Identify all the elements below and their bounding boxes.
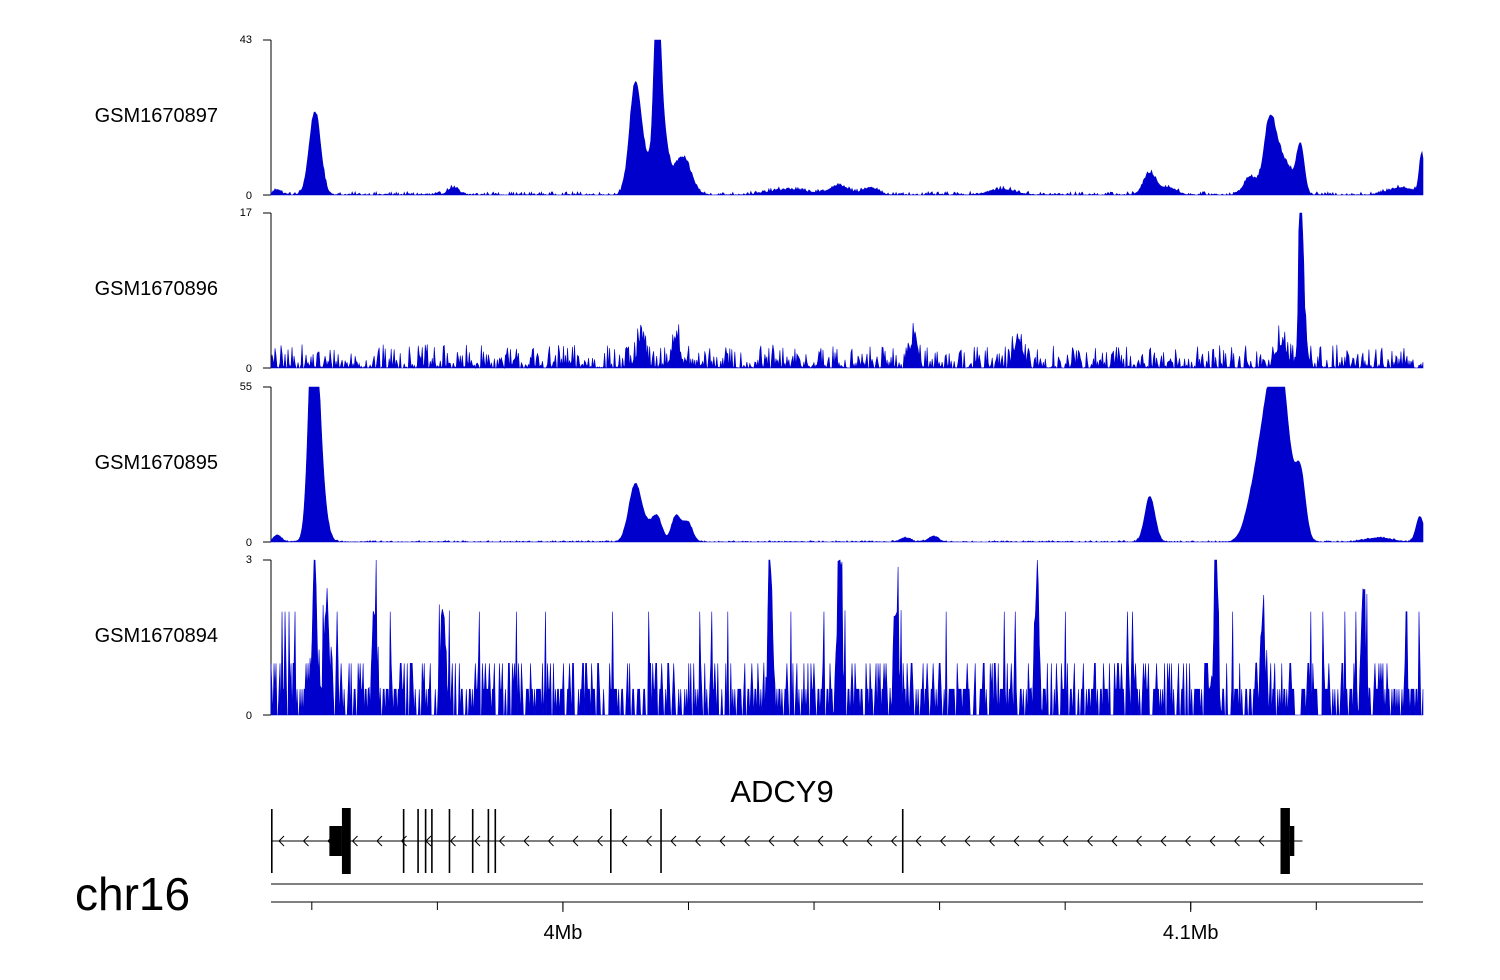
exon <box>329 826 342 856</box>
track-label: GSM1670897 <box>95 105 218 127</box>
track-label: GSM1670896 <box>95 278 218 300</box>
signal-area <box>270 559 1424 716</box>
y-tick-label-min: 0 <box>246 537 252 549</box>
strand-arrow <box>278 835 285 847</box>
exon <box>402 809 405 873</box>
signal-tracks: GSM1670897430GSM1670896170GSM1670895550G… <box>95 34 1424 722</box>
strand-arrow <box>841 835 848 847</box>
strand-arrow <box>694 835 701 847</box>
exon <box>448 809 451 873</box>
chromosome-label: chr16 <box>75 868 190 920</box>
track-GSM1670897: GSM1670897 43 0 <box>95 34 1424 202</box>
signal-area <box>270 39 1424 196</box>
strand-arrow <box>1209 835 1216 847</box>
y-tick-label-max: 43 <box>240 34 252 46</box>
strand-arrow <box>572 835 579 847</box>
strand-arrow <box>376 835 383 847</box>
strand-arrow <box>351 835 358 847</box>
x-tick-label: 4Mb <box>543 922 582 944</box>
strand-arrow <box>302 835 309 847</box>
strand-arrow <box>817 835 824 847</box>
exon <box>424 809 427 873</box>
strand-arrow <box>964 835 971 847</box>
strand-arrow <box>1086 835 1093 847</box>
track-GSM1670896: GSM1670896 17 0 <box>95 207 1424 375</box>
exon <box>487 809 490 873</box>
strand-arrow <box>939 835 946 847</box>
strand-arrow <box>596 835 603 847</box>
y-tick-label-min: 0 <box>246 190 252 202</box>
track-label: GSM1670895 <box>95 452 218 474</box>
strand-arrow <box>866 835 873 847</box>
strand-arrow <box>449 835 456 847</box>
strand-arrow <box>400 835 407 847</box>
track-GSM1670894: GSM1670894 3 0 <box>95 554 1424 722</box>
strand-arrow <box>498 835 505 847</box>
strand-arrow <box>988 835 995 847</box>
y-tick-label-max: 55 <box>240 381 252 393</box>
strand-arrow <box>1037 835 1044 847</box>
strand-arrow <box>1233 835 1240 847</box>
genomic-axis: chr16 4Mb 4.1Mb <box>75 868 1423 944</box>
strand-arrow <box>890 835 897 847</box>
strand-arrow <box>1184 835 1191 847</box>
exon <box>431 809 433 873</box>
strand-arrow <box>547 835 554 847</box>
exon <box>341 808 351 874</box>
exon <box>1289 826 1295 856</box>
exon <box>494 809 497 873</box>
strand-arrow <box>1160 835 1167 847</box>
y-tick-label-max: 3 <box>246 554 252 566</box>
exon <box>610 809 612 873</box>
strand-arrow <box>1135 835 1142 847</box>
exon <box>660 809 662 873</box>
strand-arrow <box>621 835 628 847</box>
signal-area <box>270 212 1424 370</box>
strand-arrow <box>1111 835 1118 847</box>
strand-arrow <box>474 835 481 847</box>
track-GSM1670895: GSM1670895 55 0 <box>95 381 1424 549</box>
strand-arrow <box>1062 835 1069 847</box>
strand-arrow <box>915 835 922 847</box>
strand-arrow <box>1013 835 1020 847</box>
gene-name-label: ADCY9 <box>730 774 833 809</box>
strand-arrow <box>645 835 652 847</box>
exon <box>417 809 419 873</box>
exon <box>471 809 474 873</box>
strand-arrow <box>523 835 530 847</box>
strand-arrow <box>670 835 677 847</box>
strand-arrow <box>792 835 799 847</box>
strand-arrow <box>1258 835 1265 847</box>
y-tick-label-max: 17 <box>240 207 252 219</box>
gene-annotation-track: ADCY9 <box>271 774 1303 874</box>
exon <box>271 809 273 873</box>
signal-area <box>270 386 1424 543</box>
track-label: GSM1670894 <box>95 625 218 647</box>
exon <box>901 809 904 873</box>
strand-arrow <box>719 835 726 847</box>
y-tick-label-min: 0 <box>246 710 252 722</box>
exon <box>1280 808 1290 874</box>
strand-arrow <box>743 835 750 847</box>
strand-arrow <box>768 835 775 847</box>
y-tick-label-min: 0 <box>246 363 252 375</box>
x-tick-label: 4.1Mb <box>1163 922 1219 944</box>
